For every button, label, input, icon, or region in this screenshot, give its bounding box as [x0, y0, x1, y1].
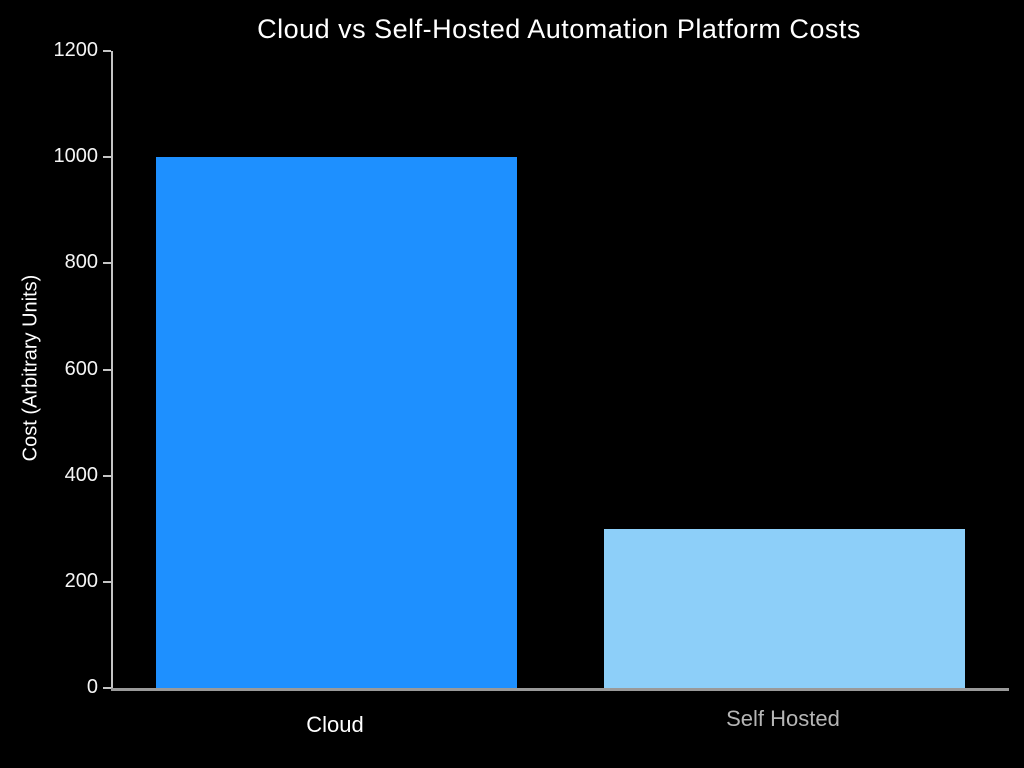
y-tick-mark	[103, 474, 111, 477]
y-tick-mark	[103, 262, 111, 265]
bar-self-hosted	[604, 529, 965, 688]
chart-title: Cloud vs Self-Hosted Automation Platform…	[257, 14, 861, 44]
x-axis-line	[111, 688, 1009, 691]
y-tick-mark	[103, 687, 111, 689]
y-tick-label: 1000	[53, 145, 99, 168]
y-tick-label: 800	[64, 251, 98, 274]
plot-area: 0 200 400 600 800 1000 1200	[54, 39, 1009, 698]
x-category-label-cloud: Cloud	[306, 712, 364, 737]
y-tick-mark	[103, 156, 111, 159]
y-axis-label: Cost (Arbitrary Units)	[19, 274, 42, 462]
y-tick-label: 200	[64, 569, 98, 592]
y-tick-label: 1200	[53, 39, 99, 62]
y-tick-label: 600	[64, 357, 98, 380]
y-tick-mark	[103, 50, 111, 52]
x-category-label-self-hosted: Self Hosted	[726, 706, 840, 731]
bar-cloud	[156, 157, 517, 688]
y-tick-label: 400	[64, 463, 98, 486]
y-tick-mark	[103, 368, 111, 371]
y-tick-mark	[103, 580, 111, 583]
y-tick-label: 0	[86, 676, 98, 699]
